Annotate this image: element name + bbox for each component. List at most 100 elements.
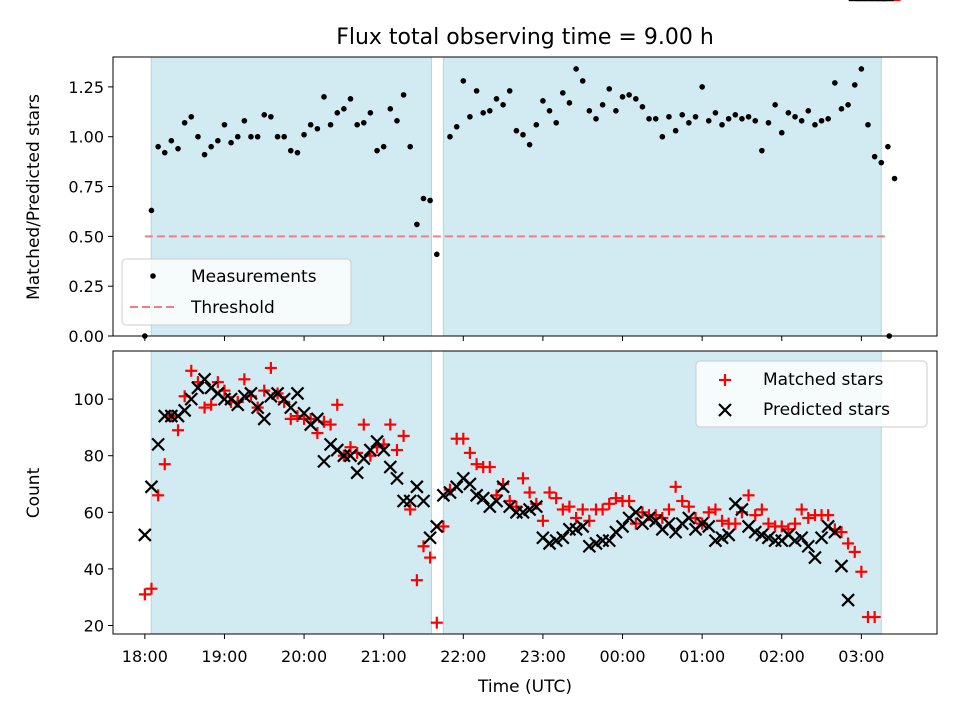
- y-tick-label: 80: [84, 447, 104, 466]
- matched-point: [782, 523, 795, 536]
- y-tick-label: 100: [73, 390, 104, 409]
- measurement-point: [201, 151, 208, 158]
- x-tick-label: 21:00: [361, 647, 407, 666]
- predicted-point: [629, 505, 643, 520]
- matched-point: [848, 545, 861, 558]
- legend-matched-label: Matched stars: [763, 370, 883, 390]
- matched-point: [490, 489, 503, 502]
- predicted-point: [801, 539, 816, 554]
- matched-point: [503, 494, 516, 507]
- measurement-point: [261, 111, 268, 118]
- predicted-point: [489, 494, 504, 508]
- predicted-point: [177, 403, 192, 418]
- measurement-point: [652, 115, 659, 122]
- matched-point: [463, 446, 476, 459]
- measurement-point: [599, 102, 606, 108]
- predicted-point: [343, 448, 358, 463]
- matched-point: [258, 384, 271, 397]
- matched-point: [550, 492, 563, 505]
- measurement-point: [433, 251, 440, 258]
- x-tick-label: 03:00: [838, 647, 884, 666]
- measurement-point: [878, 159, 885, 166]
- predicted-point: [317, 454, 331, 469]
- measurement-point: [805, 108, 812, 114]
- matched-point: [324, 418, 337, 431]
- matched-point: [344, 441, 357, 454]
- predicted-point: [721, 528, 736, 542]
- predicted-point: [403, 494, 417, 508]
- measurement-point: [181, 119, 188, 126]
- matched-point: [311, 427, 324, 440]
- measurement-point: [560, 90, 566, 96]
- predicted-point: [668, 525, 683, 539]
- measurement-point: [619, 94, 626, 100]
- predicted-point: [841, 593, 855, 607]
- predicted-point: [230, 397, 245, 412]
- measurement-point: [546, 108, 553, 114]
- measurement-point: [699, 84, 705, 90]
- predicted-point: [410, 480, 424, 494]
- measurement-point: [752, 117, 759, 124]
- matched-point: [417, 540, 430, 553]
- matched-point: [510, 500, 523, 513]
- measurement-point: [818, 117, 825, 124]
- bottom-panel-frame: [112, 350, 938, 635]
- measurement-point: [394, 117, 400, 124]
- matched-point: [152, 489, 165, 502]
- measurement-point: [367, 110, 374, 116]
- measurement-point: [148, 207, 155, 214]
- measurement-point: [321, 94, 327, 100]
- predicted-point: [357, 451, 371, 466]
- top-ylabel: Matched/Predicted stars: [24, 94, 44, 300]
- legend-predicted-marker: [718, 403, 732, 417]
- matched-point: [855, 565, 868, 578]
- measurement-point: [347, 96, 354, 102]
- measurement-point: [453, 123, 460, 130]
- matched-point: [238, 373, 251, 386]
- matched-point: [536, 514, 549, 527]
- bottom-ylabel: Count: [24, 467, 44, 518]
- matched-point: [158, 458, 171, 471]
- measurement-point: [812, 121, 818, 128]
- x-tick-label: 00:00: [599, 647, 645, 666]
- bottom-legend: Matched stars Predicted stars: [695, 360, 928, 428]
- predicted-point: [834, 559, 849, 573]
- matched-point: [331, 398, 344, 411]
- measurement-point: [633, 96, 639, 102]
- measurement-point: [739, 115, 745, 122]
- predicted-point: [648, 514, 663, 528]
- measurement-point: [215, 137, 221, 144]
- predicted-point: [602, 533, 617, 548]
- matched-point: [517, 472, 530, 485]
- predicted-point: [144, 480, 159, 494]
- y-tick-label: 0.25: [68, 277, 104, 296]
- measurement-point: [360, 119, 367, 126]
- predicted-point: [794, 531, 809, 545]
- matched-point: [205, 398, 218, 411]
- predicted-point: [556, 531, 570, 545]
- measurement-point: [307, 121, 314, 128]
- matched-point: [357, 418, 370, 431]
- measurement-point: [832, 80, 838, 86]
- measurement-point: [248, 133, 254, 140]
- x-tick-label: 18:00: [122, 647, 168, 666]
- measurement-point: [851, 82, 858, 88]
- legend-predicted-label: Predicted stars: [763, 400, 890, 420]
- matched-point: [304, 412, 317, 425]
- measurement-point: [858, 66, 865, 72]
- predicted-point: [808, 550, 822, 565]
- measurement-point: [639, 104, 646, 110]
- matched-point: [583, 514, 596, 527]
- predicted-point: [290, 386, 305, 401]
- predicted-point: [370, 434, 384, 449]
- matched-point: [172, 424, 185, 437]
- measurement-point: [447, 133, 453, 140]
- predicted-point: [390, 471, 404, 486]
- matched-point: [384, 418, 397, 431]
- matched-point: [603, 497, 616, 510]
- measurement-point: [520, 131, 526, 138]
- measurement-point: [241, 117, 248, 124]
- measurement-point: [573, 66, 579, 72]
- matched-point: [789, 517, 802, 530]
